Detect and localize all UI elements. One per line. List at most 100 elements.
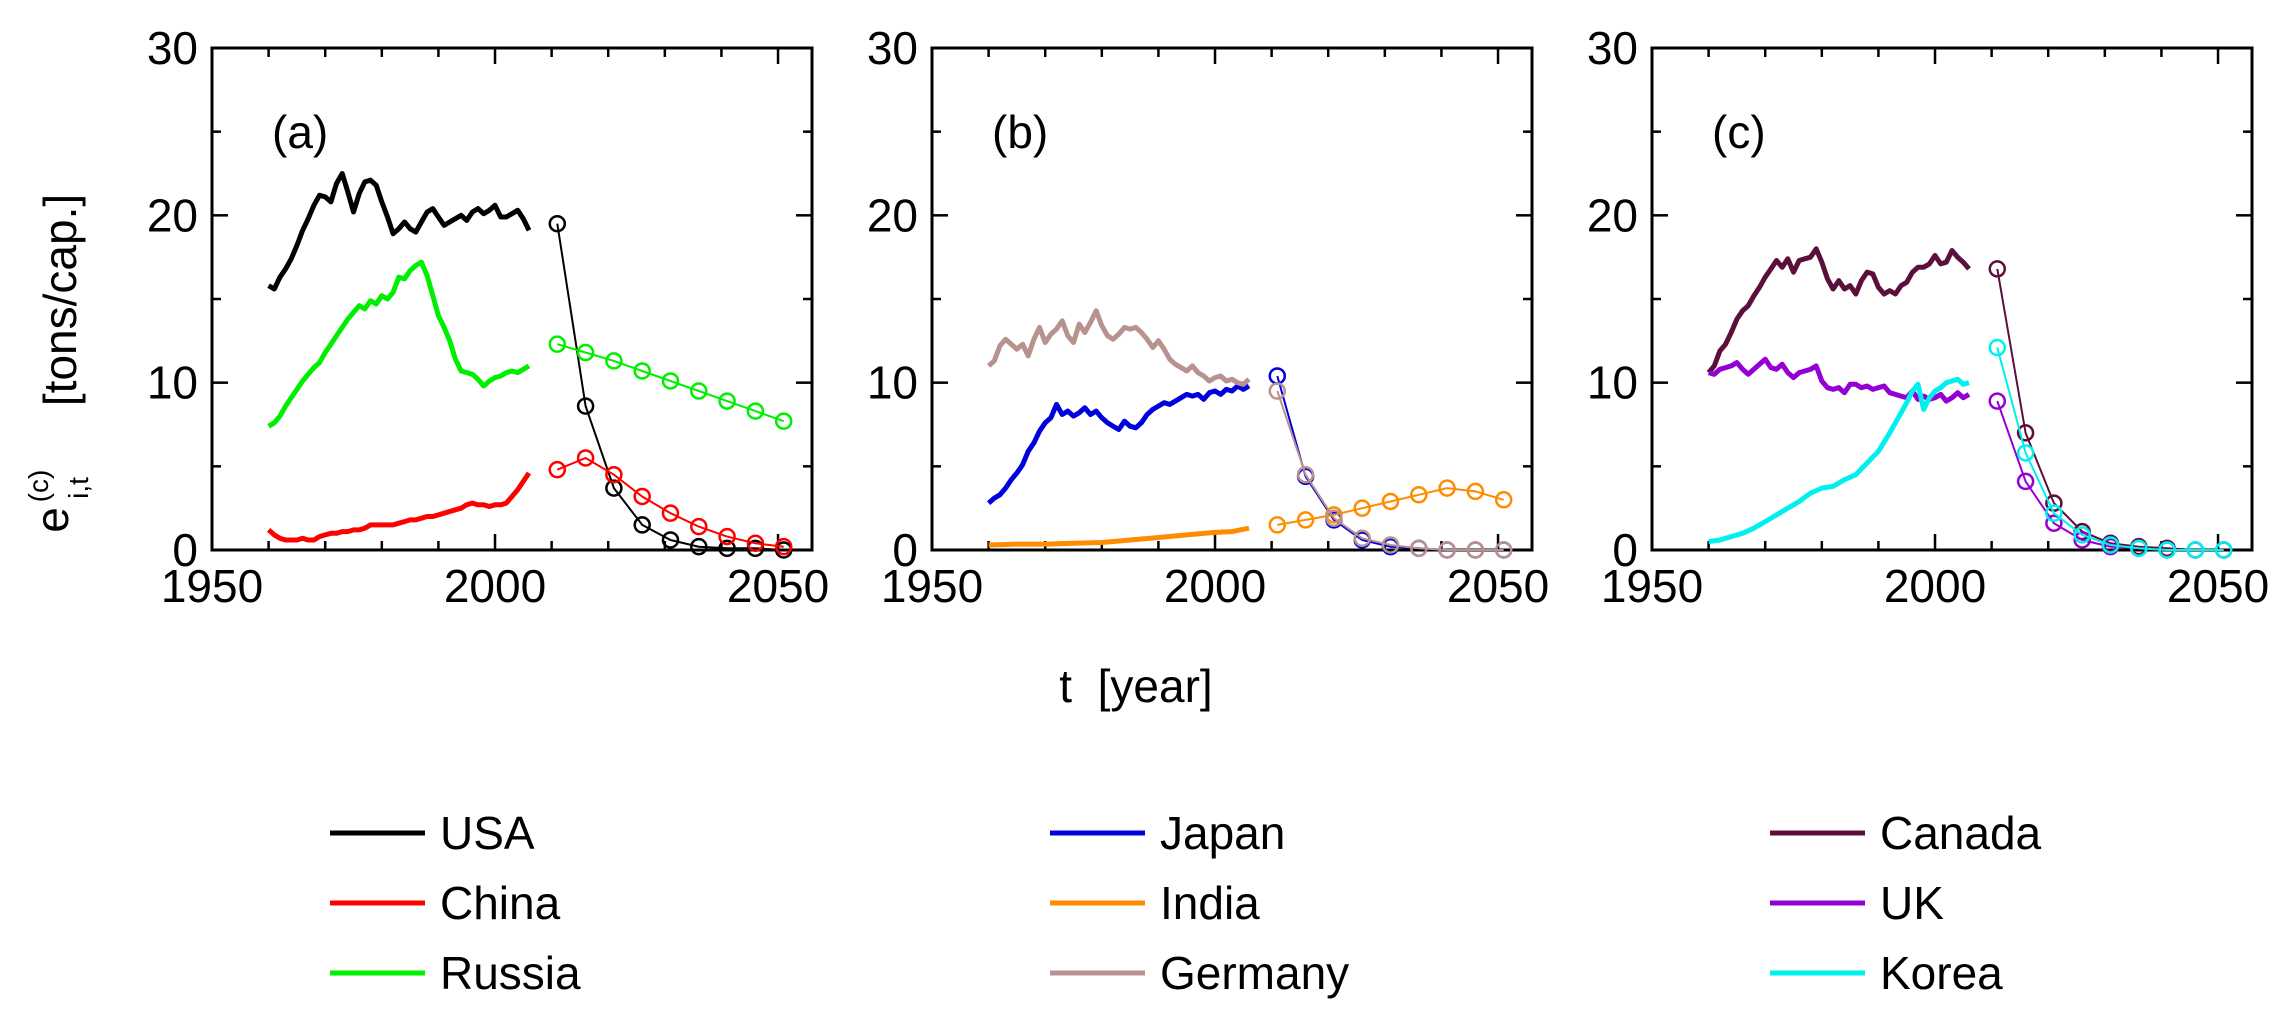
forecast-point-russia — [746, 402, 765, 420]
forecast-point-india — [1494, 491, 1513, 509]
forecast-point-russia — [661, 372, 680, 390]
legend-label-germany: Germany — [1160, 947, 1349, 999]
legend-label-usa: USA — [440, 807, 535, 859]
y-tick-label: 30 — [147, 22, 198, 74]
forecast-point-germany — [1438, 541, 1456, 559]
forecast-point-uk — [2016, 472, 2035, 491]
forecast-point-china — [718, 527, 736, 546]
forecast-point-india — [1353, 499, 1371, 517]
forecast-point-usa — [605, 479, 623, 497]
forecast-point-usa — [718, 539, 736, 558]
forecast-point-germany — [1410, 539, 1428, 558]
forecast-point-korea — [2016, 444, 2035, 462]
series-line-india-historical — [988, 525, 1250, 548]
series-line-usa-historical — [267, 171, 532, 292]
legend-label-japan: Japan — [1160, 807, 1285, 859]
legend: USA China Russia Japan India Germany Canada UK K… — [330, 807, 2042, 999]
forecast-point-canada — [1988, 260, 2007, 278]
forecast-point-uk — [2045, 514, 2063, 532]
x-tick-label: 2050 — [727, 560, 829, 612]
y-tick-label: 30 — [1587, 22, 1638, 74]
series-line-canada-forecast — [1996, 268, 2224, 551]
forecast-point-china — [548, 460, 567, 479]
y-tick-label: 20 — [147, 189, 198, 241]
y-tick-label: 0 — [172, 524, 198, 576]
forecast-point-korea — [1988, 338, 2007, 357]
forecast-point-germany — [1296, 465, 1315, 484]
y-tick-label: 30 — [867, 22, 918, 74]
panel-a: 0 10 20 30 1950 2000 2050 (a) — [147, 22, 829, 612]
forecast-point-germany — [1353, 529, 1371, 548]
forecast-point-usa — [633, 516, 651, 534]
forecast-point-india — [1296, 511, 1315, 529]
y-axis-label-subscript: i,t — [63, 477, 94, 499]
series-line-germany-historical — [986, 308, 1251, 387]
panels: 0 10 20 30 1950 2000 2050 (a) 0 10 20 30 1950 2000 205… — [147, 22, 2269, 612]
forecast-point-china — [576, 449, 595, 467]
x-tick-label: 2000 — [444, 560, 546, 612]
forecast-point-china — [690, 517, 708, 536]
forecast-point-usa — [690, 537, 708, 556]
panel-label: (b) — [992, 106, 1048, 158]
panel-label: (a) — [272, 106, 328, 158]
legend-label-uk: UK — [1880, 877, 1944, 929]
forecast-point-russia — [548, 335, 567, 353]
forecast-point-china — [633, 487, 651, 506]
legend-label-korea: Korea — [1880, 947, 2003, 999]
y-tick-label: 10 — [1587, 357, 1638, 409]
forecast-point-russia — [633, 362, 651, 380]
forecast-point-korea — [2101, 536, 2120, 554]
x-tick-label: 2050 — [2167, 560, 2269, 612]
forecast-point-usa — [576, 397, 595, 415]
forecast-point-usa — [548, 214, 567, 233]
y-tick-label: 20 — [1587, 189, 1638, 241]
y-tick-label: 0 — [1612, 524, 1638, 576]
forecast-point-india — [1466, 482, 1485, 501]
forecast-point-korea — [2045, 504, 2063, 522]
forecast-point-uk — [2073, 531, 2091, 549]
forecast-point-germany — [1494, 541, 1513, 559]
forecast-point-uk — [1988, 392, 2007, 410]
x-tick-label: 2050 — [1447, 560, 1549, 612]
series-line-uk-historical — [1707, 356, 1971, 404]
forecast-point-india — [1381, 492, 1400, 511]
series-line-usa-forecast — [556, 223, 784, 551]
forecast-point-china — [746, 534, 765, 553]
forecast-point-korea — [2214, 541, 2233, 559]
y-tick-label: 10 — [147, 357, 198, 409]
forecast-point-canada — [2045, 494, 2063, 512]
y-tick-label: 0 — [892, 524, 918, 576]
forecast-point-india — [1438, 479, 1456, 497]
forecast-point-korea — [2158, 541, 2176, 559]
x-tick-label: 1950 — [1601, 560, 1703, 612]
x-tick-label: 2000 — [1884, 560, 1986, 612]
forecast-point-china — [661, 504, 680, 522]
forecast-point-germany — [1381, 536, 1400, 554]
forecast-point-germany — [1268, 382, 1287, 400]
forecast-point-russia — [690, 382, 708, 400]
forecast-point-china — [605, 465, 623, 484]
forecast-point-china — [774, 537, 793, 556]
forecast-point-germany — [1466, 541, 1485, 559]
legend-label-china: China — [440, 877, 561, 929]
forecast-point-usa — [746, 539, 765, 558]
series-line-china-historical — [266, 471, 532, 543]
forecast-point-canada — [2016, 424, 2035, 442]
forecast-point-india — [1268, 516, 1287, 534]
legend-label-russia: Russia — [440, 947, 581, 999]
forecast-point-russia — [774, 412, 793, 430]
forecast-point-india — [1410, 486, 1428, 504]
forecast-point-russia — [605, 352, 623, 370]
legend-label-canada: Canada — [1880, 807, 2042, 859]
forecast-point-russia — [576, 343, 595, 362]
x-tick-label: 2000 — [1164, 560, 1266, 612]
forecast-point-russia — [718, 392, 736, 410]
series-line-korea-historical — [1708, 376, 1970, 545]
y-axis-label-superscript: (c) — [23, 470, 54, 503]
x-tick-label: 1950 — [881, 560, 983, 612]
forecast-point-korea — [2073, 526, 2091, 544]
legend-label-india: India — [1160, 877, 1260, 929]
forecast-point-korea — [2130, 539, 2148, 558]
series-line-korea-forecast — [1996, 347, 2224, 551]
